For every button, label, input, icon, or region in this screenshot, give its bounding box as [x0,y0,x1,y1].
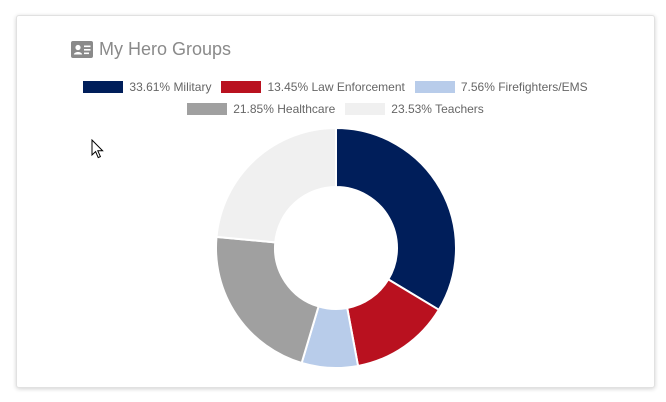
legend-swatch-teachers [345,103,386,115]
donut-slice-teachers[interactable] [215,126,337,244]
legend-item-firefighters-ems[interactable]: 7.56% Firefighters/EMS [414,80,588,94]
legend-swatch-military [83,81,124,93]
legend-swatch-law-enforcement [221,81,262,93]
legend-label-teachers: 23.53% Teachers [391,102,484,116]
chart-legend-row-1: 33.61% Military 13.45% Law Enforcement 7… [17,80,654,94]
legend-label-law-enforcement: 13.45% Law Enforcement [267,80,405,94]
legend-item-teachers[interactable]: 23.53% Teachers [345,102,484,116]
hero-groups-card: My Hero Groups 33.61% Military 13.45% La… [16,15,655,388]
card-header: My Hero Groups [71,38,231,60]
id-card-icon [71,40,93,58]
legend-label-healthcare: 21.85% Healthcare [233,102,336,116]
donut-slice-healthcare[interactable] [215,235,320,365]
donut-slice-military[interactable] [335,126,457,312]
legend-swatch-firefighters-ems [414,81,455,93]
legend-label-firefighters-ems: 7.56% Firefighters/EMS [460,80,588,94]
chart-legend-row-2: 21.85% Healthcare 23.53% Teachers [17,102,654,116]
card-title: My Hero Groups [99,38,232,59]
donut-chart [215,126,457,369]
legend-swatch-healthcare [187,103,228,115]
legend-item-law-enforcement[interactable]: 13.45% Law Enforcement [221,80,405,94]
legend-item-healthcare[interactable]: 21.85% Healthcare [187,102,335,116]
legend-label-military: 33.61% Military [129,80,212,94]
legend-item-military[interactable]: 33.61% Military [83,80,211,94]
mouse-cursor-icon [91,139,104,159]
